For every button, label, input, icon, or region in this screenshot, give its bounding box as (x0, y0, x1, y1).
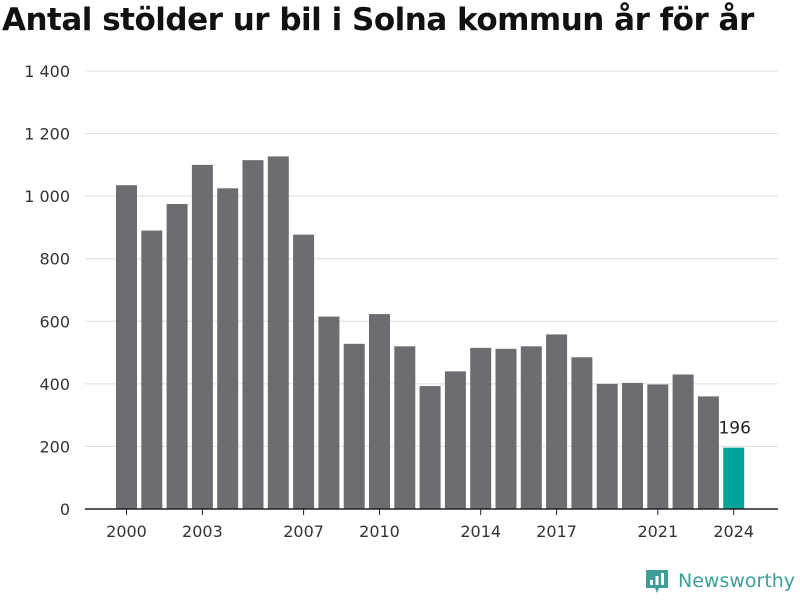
bar (242, 160, 264, 509)
y-tick-label: 400 (39, 375, 70, 394)
bar (520, 346, 542, 509)
chart-title: Antal stölder ur bil i Solna kommun år f… (2, 2, 754, 38)
bar (495, 348, 517, 509)
brand-name: Newsworthy (678, 570, 796, 592)
bar (571, 357, 593, 509)
bar (444, 371, 466, 509)
bar (141, 230, 163, 510)
x-tick-label: 2024 (713, 522, 754, 541)
newsworthy-brand[interactable]: Newsworthy (644, 568, 795, 594)
y-tick-label: 1 400 (24, 62, 70, 81)
x-tick-label: 2010 (359, 522, 400, 541)
labels: 0 200 400 600 800 1 000 1 200 1 400 196 2000 2003 2… (24, 62, 754, 541)
x-tick-label: 2000 (106, 522, 147, 541)
x-tick-label: 2021 (637, 522, 678, 541)
data-label: 196 (718, 419, 750, 439)
bar (318, 316, 340, 509)
bar (191, 164, 213, 509)
x-tick-label: 2003 (182, 522, 223, 541)
bars (116, 156, 745, 510)
bar (267, 156, 289, 509)
y-tick-label: 800 (39, 250, 70, 269)
bar (596, 383, 618, 509)
bar-highlighted (723, 447, 745, 509)
bar (293, 234, 315, 510)
axes (85, 508, 778, 515)
bar (217, 188, 239, 510)
bar (343, 343, 365, 509)
bar (672, 374, 694, 509)
x-tick-label: 2014 (460, 522, 501, 541)
bar (166, 203, 188, 509)
bar (470, 347, 492, 509)
y-tick-label: 600 (39, 312, 70, 331)
bar (622, 382, 643, 509)
newsworthy-logo-icon (646, 570, 668, 593)
x-tick-label: 2017 (536, 522, 577, 541)
y-tick-label: 0 (60, 500, 70, 519)
bar (419, 386, 441, 509)
x-tick-label: 2007 (283, 522, 324, 541)
bar (697, 396, 719, 509)
y-tick-label: 1 000 (24, 187, 70, 206)
y-tick-label: 200 (39, 437, 70, 456)
y-tick-label: 1 200 (24, 125, 70, 144)
bar (546, 334, 568, 509)
bar (647, 384, 669, 509)
bar (116, 185, 137, 509)
bar (369, 314, 390, 509)
bar (394, 346, 416, 509)
